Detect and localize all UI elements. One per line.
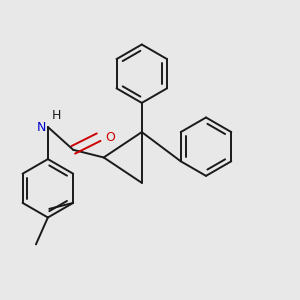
Text: N: N	[37, 121, 46, 134]
Text: H: H	[52, 109, 61, 122]
Text: O: O	[105, 131, 115, 144]
